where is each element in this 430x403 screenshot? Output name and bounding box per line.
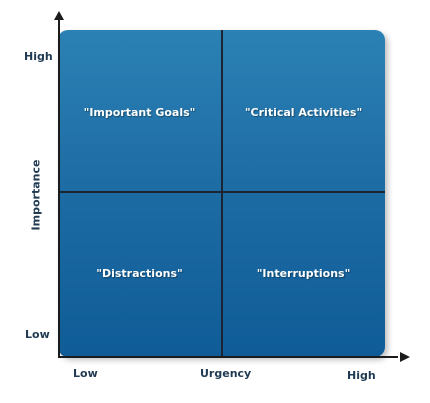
vertical-divider — [221, 30, 223, 357]
quadrant-label-distractions: "Distractions" — [96, 267, 183, 280]
quadrant-interruptions: "Interruptions" — [222, 193, 385, 357]
quadrant-distractions: "Distractions" — [58, 193, 221, 357]
y-axis-line — [58, 18, 60, 358]
quadrant-important-goals: "Important Goals" — [58, 30, 221, 192]
y-axis-low-label: Low — [25, 328, 50, 341]
x-axis-title: Urgency — [200, 367, 252, 380]
quadrant-critical-activities: "Critical Activities" — [222, 30, 385, 192]
quadrant-label-critical-activities: "Critical Activities" — [244, 106, 363, 119]
x-axis-line — [58, 356, 398, 358]
quadrant-label-interruptions: "Interruptions" — [256, 267, 351, 280]
quadrant-label-important-goals: "Important Goals" — [83, 106, 196, 119]
y-axis-title: Importance — [29, 159, 43, 231]
horizontal-divider — [58, 191, 385, 193]
y-axis-high-label: High — [24, 50, 53, 63]
x-axis-high-label: High — [347, 369, 376, 382]
x-axis-arrow-icon — [400, 352, 410, 362]
x-axis-low-label: Low — [73, 367, 98, 380]
y-axis-arrow-icon — [54, 11, 64, 20]
